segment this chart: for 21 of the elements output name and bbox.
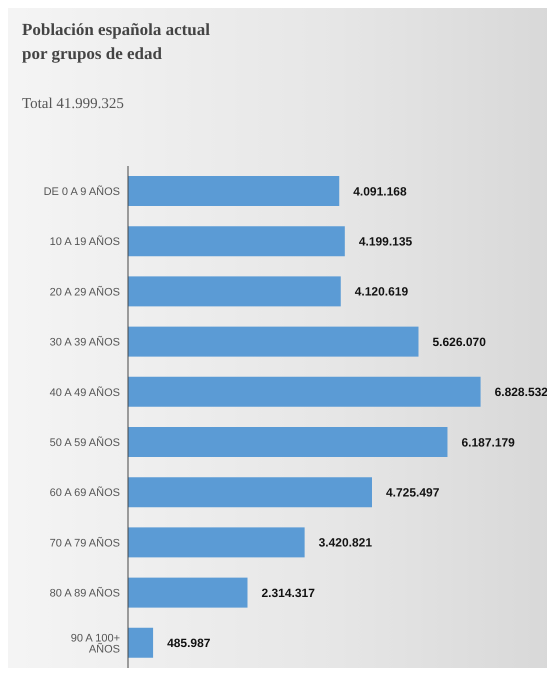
data-label: 2.314.317 <box>262 586 316 600</box>
y-tick-label: 90 A 100+ AÑOS <box>70 632 120 656</box>
y-tick-label: 70 A 79 AÑOS <box>50 536 120 550</box>
data-label: 4.120.619 <box>354 284 408 299</box>
data-label: 3.420.821 <box>318 536 372 550</box>
data-label: 6.187.179 <box>461 435 516 450</box>
y-tick-label: 40 A 49 AÑOS <box>50 386 120 399</box>
y-tick-label: 60 A 69 AÑOS <box>50 486 120 500</box>
y-tick-label: 80 A 89 AÑOS <box>50 586 120 600</box>
y-tick-label: 50 A 59 AÑOS <box>50 436 120 450</box>
data-label: 485.987 <box>167 636 211 650</box>
data-label: 4.199.135 <box>358 234 413 248</box>
y-tick-label: 20 A 29 AÑOS <box>50 285 120 298</box>
y-tick-label: 10 A 19 AÑOS <box>50 235 120 248</box>
y-tick-label: DE 0 A 9 AÑOS <box>44 185 120 198</box>
y-tick-label: 30 A 39 AÑOS <box>50 336 120 349</box>
data-label: 4.725.497 <box>386 485 440 500</box>
chart-title: Población española actual por grupos de edad <box>22 19 211 65</box>
data-label: 4.091.168 <box>353 184 407 198</box>
chart-subtitle: Total 41.999.325 <box>22 96 124 113</box>
data-label: 5.626.070 <box>432 334 486 349</box>
